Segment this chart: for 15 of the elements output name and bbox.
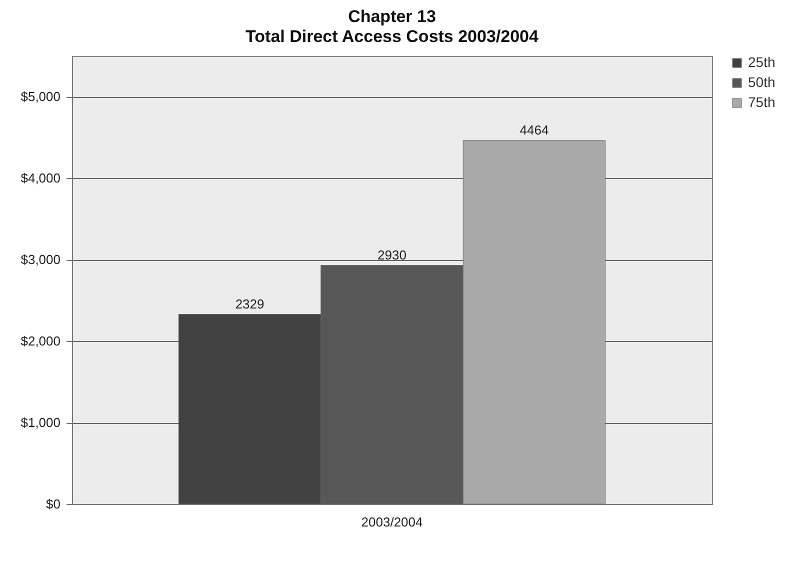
legend-label: 50th bbox=[748, 74, 776, 90]
y-tick-label: $3,000 bbox=[20, 252, 60, 268]
data-label: 2329 bbox=[235, 296, 264, 312]
y-tick-label: $4,000 bbox=[20, 170, 60, 186]
legend-label: 75th bbox=[748, 94, 776, 110]
chart-subtitle: Total Direct Access Costs 2003/2004 bbox=[246, 27, 540, 46]
legend-label: 25th bbox=[748, 54, 776, 70]
y-tick-label: $2,000 bbox=[20, 334, 60, 349]
y-tick-label: $0 bbox=[46, 496, 60, 512]
x-tick-label: 2003/2004 bbox=[361, 514, 423, 530]
chart-title: Chapter 13 bbox=[348, 7, 436, 26]
data-label: 4464 bbox=[520, 122, 549, 138]
y-tick-label: $1,000 bbox=[20, 415, 60, 430]
y-tick-label: $5,000 bbox=[20, 89, 60, 104]
data-label: 2930 bbox=[378, 247, 406, 262]
